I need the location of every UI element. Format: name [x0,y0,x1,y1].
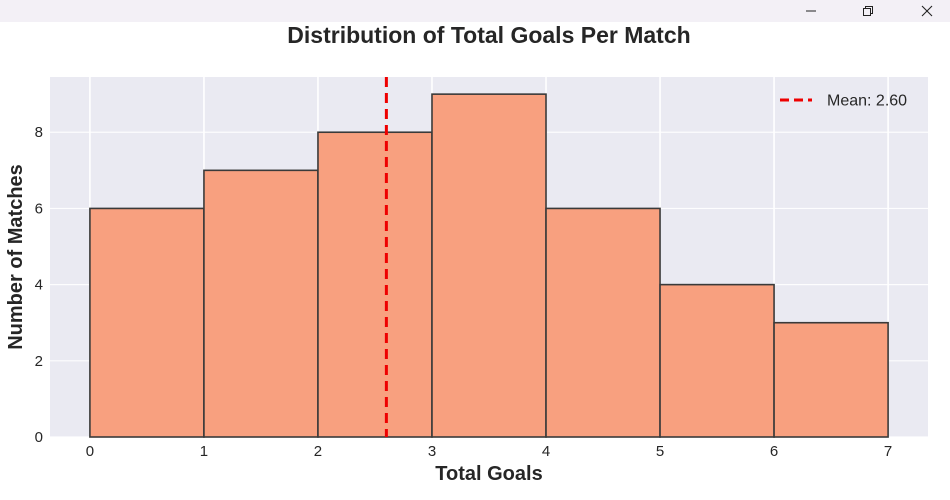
restore-icon [863,6,873,16]
x-tick-label: 2 [314,443,322,460]
x-tick-label: 6 [770,443,778,460]
y-tick-label: 8 [35,124,43,141]
legend-mean-label: Mean: 2.60 [827,93,907,110]
bars [89,93,889,438]
restore-button[interactable] [845,0,891,22]
minimize-button[interactable] [788,0,834,22]
histogram-bar [317,131,433,438]
x-axis-ticks: 0 1 2 3 4 5 6 7 [86,443,893,460]
x-tick-label: 3 [428,443,436,460]
y-tick-label: 4 [35,277,43,294]
y-axis-ticks: 0 2 4 6 8 [35,124,43,446]
close-button[interactable] [904,0,950,22]
x-tick-label: 1 [200,443,208,460]
x-tick-label: 5 [656,443,664,460]
y-tick-label: 0 [35,429,43,446]
x-tick-label: 7 [884,443,892,460]
histogram-bar [773,321,889,438]
y-tick-label: 6 [35,200,43,217]
x-axis-label: Total Goals [435,463,542,485]
histogram-bar [89,207,205,438]
histogram-bar [431,93,547,438]
chart-title: Distribution of Total Goals Per Match [287,22,690,48]
close-icon [921,5,933,17]
histogram-bar [203,169,319,438]
histogram-bar [659,283,775,438]
y-axis-label: Number of Matches [5,164,27,350]
y-tick-label: 2 [35,353,43,370]
x-tick-label: 4 [542,443,550,460]
title-bar [0,0,950,22]
legend: Mean: 2.60 [780,93,907,110]
x-tick-label: 0 [86,443,94,460]
histogram-bar [545,207,661,438]
minimize-icon [806,10,816,12]
